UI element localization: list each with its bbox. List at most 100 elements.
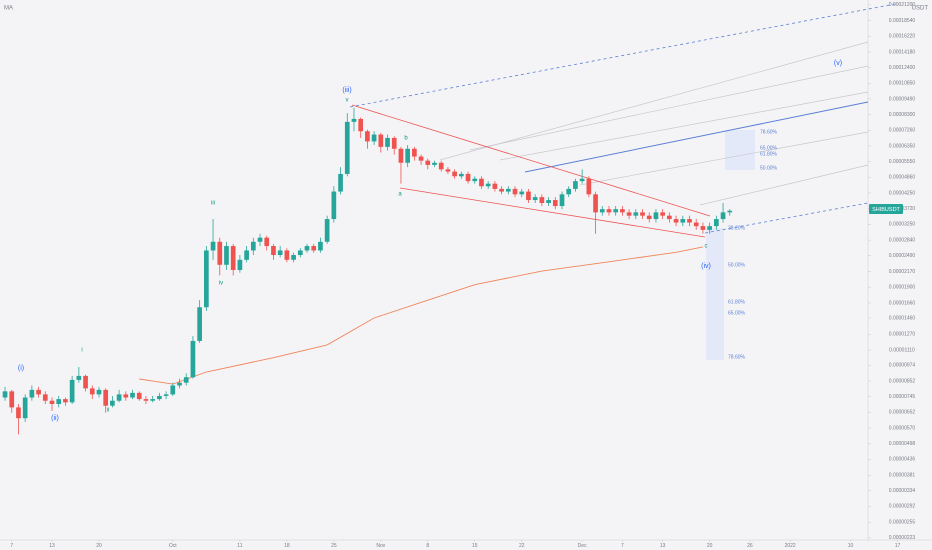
fan-line: [499, 91, 869, 161]
fib-label: 50.00%: [728, 262, 746, 268]
y-tick-label: 0.00007260: [889, 128, 916, 134]
candle-body: [479, 178, 484, 187]
y-tick-label: 0.00001660: [889, 300, 916, 306]
y-tick-label: 0.00000334: [889, 488, 916, 494]
candle-body: [49, 400, 55, 405]
candle-body: [378, 134, 384, 147]
candle-body: [458, 173, 464, 177]
candle-body: [492, 183, 498, 189]
candle-body: [727, 210, 733, 213]
candle-body: [56, 399, 62, 405]
candle-body: [16, 407, 21, 419]
y-tick-label: 0.00000652: [889, 410, 916, 416]
x-tick-label: 7: [10, 543, 13, 549]
candle-body: [130, 392, 135, 398]
fan-line: [579, 131, 869, 186]
candle-body: [593, 194, 598, 213]
candle-body: [519, 191, 525, 195]
wave-label: (ii): [51, 415, 59, 422]
candle-body: [163, 394, 169, 396]
candle-body: [526, 191, 531, 201]
y-tick-label: 0.00000436: [889, 457, 916, 463]
candle-body: [217, 241, 223, 265]
trend-line: [524, 101, 869, 173]
candle-body: [110, 400, 115, 406]
candle-body: [271, 246, 276, 256]
candle-body: [311, 246, 317, 251]
candle-body: [425, 160, 431, 165]
candle-body: [177, 382, 182, 386]
fib-label: 78.60%: [760, 129, 778, 135]
candle-body: [579, 178, 585, 182]
candle-body: [344, 121, 350, 174]
x-tick-label: 13: [49, 543, 55, 549]
y-tick-label: 0.00004250: [889, 190, 916, 196]
x-tick-label: Oct: [169, 543, 177, 549]
x-tick-label: Nov: [376, 543, 385, 549]
candle-body: [150, 399, 156, 401]
candle-body: [304, 246, 310, 251]
candle-body: [69, 379, 75, 403]
wave-label: iii: [211, 201, 215, 207]
y-tick-label: 0.00021200: [889, 2, 916, 8]
candle-body: [324, 219, 330, 242]
candle-body: [143, 399, 149, 401]
candle-body: [42, 394, 48, 401]
candle-body: [673, 219, 679, 223]
fib-label: 61.80%: [728, 299, 746, 305]
candle-body: [277, 250, 283, 256]
y-tick-label: 0.00010850: [889, 81, 916, 87]
candle-body: [606, 209, 612, 213]
wedge-line: [399, 187, 706, 238]
wave-label: i: [81, 348, 82, 354]
candle-body: [264, 237, 270, 247]
candle-body: [626, 212, 632, 216]
x-tick-label: Dec: [578, 543, 587, 549]
wave-label: (v): [834, 60, 842, 67]
x-tick-label: 20: [96, 543, 102, 549]
plot: 0.00021200 0.00018540 0.00016220 0.00014180…: [2, 2, 916, 549]
y-tick-label: 0.00000381: [889, 473, 916, 479]
candle-body: [123, 394, 129, 398]
y-tick-label: 0.00008300: [889, 112, 916, 118]
candle-body: [465, 173, 471, 182]
candle-body: [89, 388, 95, 395]
candle-body: [371, 134, 377, 142]
candle-body: [96, 389, 102, 395]
y-tick-label: 0.00001110: [889, 347, 915, 353]
candle-body: [599, 209, 605, 213]
fan-line: [439, 41, 869, 161]
y-tick-label: 0.00003250: [889, 222, 916, 228]
candle-body: [331, 191, 337, 220]
ma-line: [139, 246, 703, 385]
wave-label: a: [398, 192, 402, 198]
y-tick-label: 0.00000570: [889, 425, 916, 431]
candle-body: [452, 171, 457, 177]
wave-label: (iv): [701, 263, 711, 270]
x-tick-label: 2022: [785, 543, 796, 549]
candle-body: [203, 250, 209, 308]
y-tick-label: 0.00005550: [889, 159, 916, 165]
fan-line: [469, 65, 869, 151]
candle-body: [633, 212, 639, 216]
candle-body: [398, 148, 404, 163]
candle-body: [445, 169, 451, 172]
y-tick-label: 0.00001270: [889, 332, 916, 338]
candle-body: [83, 375, 88, 389]
fib-label: 65.00%: [760, 145, 778, 151]
candle-body: [183, 377, 189, 383]
fib-label: 65.00%: [728, 310, 746, 316]
candle-body: [224, 246, 229, 265]
candle-body: [103, 389, 109, 406]
candle-body: [297, 250, 303, 256]
x-tick-label: 20: [707, 543, 713, 549]
y-tick-label: 0.00000852: [889, 378, 916, 384]
wave-label: b: [404, 136, 408, 142]
candle-body: [351, 118, 357, 122]
candle-body: [680, 219, 686, 223]
candle-body: [640, 212, 645, 216]
candle-body: [230, 246, 236, 270]
candle-body: [687, 219, 692, 223]
